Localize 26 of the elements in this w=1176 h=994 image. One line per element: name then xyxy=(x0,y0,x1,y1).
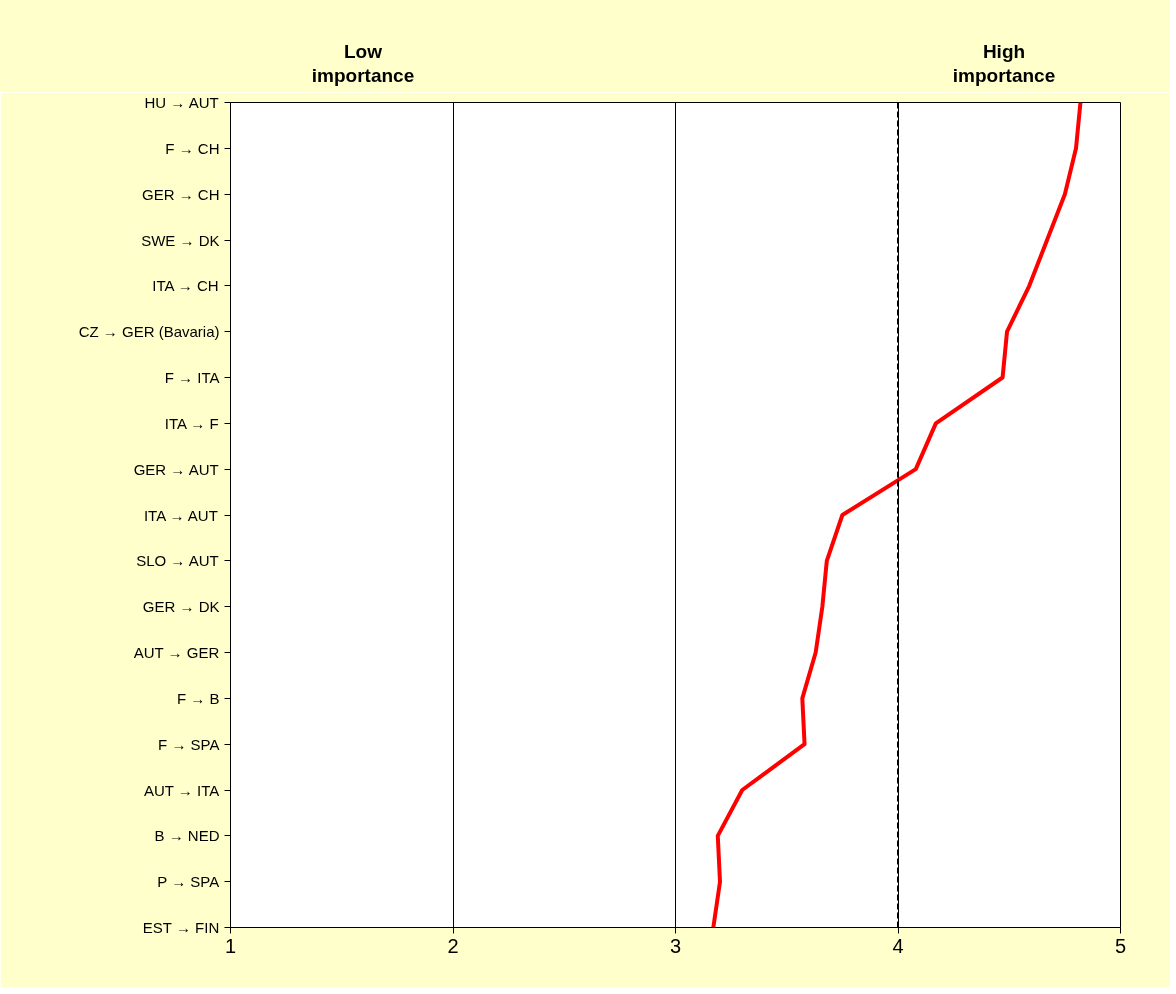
y-tick-label: GER → AUT xyxy=(133,460,219,478)
y-tick-label: GER → DK xyxy=(142,598,220,616)
y-tick-label: F → B xyxy=(177,689,220,707)
y-tick-label: SWE → DK xyxy=(141,231,220,249)
y-tick-label: GER → CH xyxy=(142,185,220,203)
y-tick-label: F → SPA xyxy=(158,735,220,753)
x-tick-label: 5 xyxy=(1114,934,1127,957)
y-tick-label: AUT → GER xyxy=(133,644,220,661)
y-tick-label: B → NED xyxy=(154,827,220,845)
y-tick-label: AUT → ITA xyxy=(143,781,220,799)
text: High importance xyxy=(951,40,1057,88)
y-tick-label: P → SPA xyxy=(157,873,220,891)
y-tick-label: ITA → CH xyxy=(152,277,219,295)
x-tick-label: 3 xyxy=(669,934,682,957)
y-tick-label: F → CH xyxy=(165,139,220,157)
y-tick-label: SLO → AUT xyxy=(136,552,219,570)
text: Low importance xyxy=(310,40,416,88)
x-tick-label: 1 xyxy=(224,934,237,957)
x-tick-label: 4 xyxy=(892,934,904,957)
y-tick-label: ITA → AUT xyxy=(143,506,218,524)
y-tick-label: EST → FIN xyxy=(142,919,220,936)
y-tick-label: F → ITA xyxy=(164,369,220,386)
y-tick-label: ITA → F xyxy=(164,414,219,432)
y-tick-label: CZ → GER (Bavaria) xyxy=(78,323,220,341)
x-tick-label: 2 xyxy=(447,934,459,957)
y-tick-label: HU → AUT xyxy=(144,94,219,111)
